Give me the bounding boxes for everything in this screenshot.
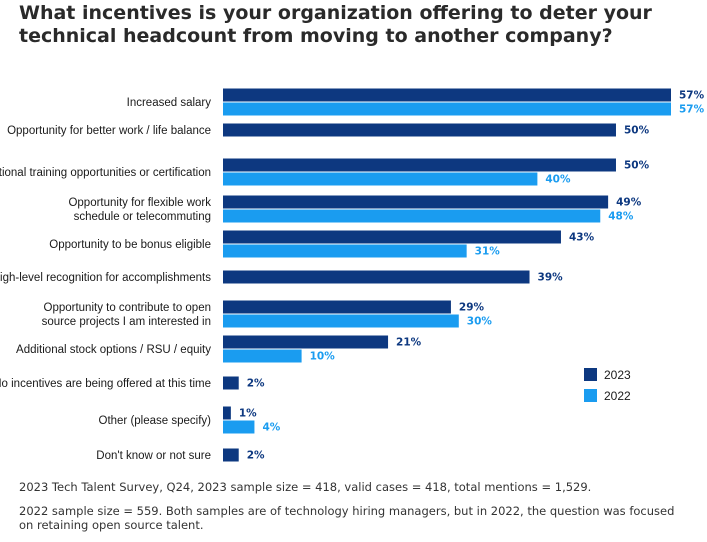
category-label: Opportunity to be bonus eligible: [49, 239, 211, 251]
bar-2023-10: [223, 448, 239, 462]
value-label-2022-2: 40%: [545, 174, 571, 186]
category-label: Opportunity to contribute to open source …: [42, 302, 211, 328]
bar-2023-8: [223, 376, 239, 390]
bar-2022-7: [223, 349, 302, 363]
sample-note: 2022 sample size = 559. Both samples are…: [19, 504, 675, 532]
bar-2023-7: [223, 335, 389, 349]
bar-2023-5: [223, 270, 530, 284]
value-label-2023-1: 50%: [624, 125, 650, 137]
value-label-2023-10: 2%: [247, 450, 265, 462]
value-label-2023-7: 21%: [396, 337, 422, 349]
legend-label-2023: 2023: [604, 368, 631, 382]
chart-notes: 2023 Tech Talent Survey, Q24, 2023 sampl…: [19, 480, 679, 542]
value-label-2023-0: 57%: [679, 90, 705, 102]
value-label-2023-2: 50%: [624, 160, 650, 172]
value-label-2022-7: 10%: [310, 351, 336, 363]
category-label: Opportunity for flexible work schedule or…: [68, 197, 211, 223]
category-label: Opportunity for better work / life balan…: [7, 125, 211, 137]
value-label-2023-4: 43%: [569, 232, 595, 244]
bar-2022-2: [223, 172, 538, 186]
bar-2023-0: [223, 88, 671, 102]
value-label-2023-9: 1%: [239, 408, 257, 420]
legend-swatch-2023: [584, 368, 597, 381]
value-label-2022-4: 31%: [475, 246, 501, 258]
value-label-2023-5: 39%: [538, 272, 564, 284]
category-label: High-level recognition for accomplishmen…: [0, 272, 211, 284]
bar-2023-6: [223, 300, 451, 314]
legend-label-2022: 2022: [604, 389, 631, 403]
legend-swatch-2022: [584, 389, 597, 402]
chart-title-line-1: What incentives is your organization off…: [19, 2, 652, 24]
bar-2023-1: [223, 123, 616, 137]
value-label-2023-8: 2%: [247, 378, 265, 390]
category-label: Don't know or not sure: [96, 450, 211, 462]
value-label-2022-6: 30%: [467, 316, 493, 328]
value-label-2022-0: 57%: [679, 104, 705, 116]
value-label-2022-3: 48%: [608, 211, 634, 223]
bar-2022-6: [223, 314, 459, 328]
bar-2022-9: [223, 420, 255, 434]
value-label-2023-6: 29%: [459, 302, 485, 314]
category-label: No incentives are being offered at this …: [0, 378, 211, 390]
source-note: 2023 Tech Talent Survey, Q24, 2023 sampl…: [19, 480, 592, 494]
bar-2023-9: [223, 406, 231, 420]
bar-2023-3: [223, 195, 609, 209]
value-label-2023-3: 49%: [616, 197, 642, 209]
bar-2023-4: [223, 230, 561, 244]
chart-title: What incentives is your organization off…: [19, 2, 699, 48]
chart-title-line-2: technical headcount from moving to anoth…: [19, 25, 613, 47]
value-label-2022-9: 4%: [262, 422, 280, 434]
category-label: Additional stock options / RSU / equity: [16, 344, 211, 356]
bar-2022-4: [223, 244, 467, 258]
category-label: Other (please specify): [99, 415, 212, 427]
category-label: Increased salary: [127, 97, 212, 109]
category-label: Additional training opportunities or cer…: [0, 167, 211, 179]
bar-2023-2: [223, 158, 616, 172]
bar-chart: Increased salary 57% 57% Opportunity for be…: [0, 88, 705, 462]
bar-2022-3: [223, 209, 601, 223]
bar-2022-0: [223, 102, 671, 116]
